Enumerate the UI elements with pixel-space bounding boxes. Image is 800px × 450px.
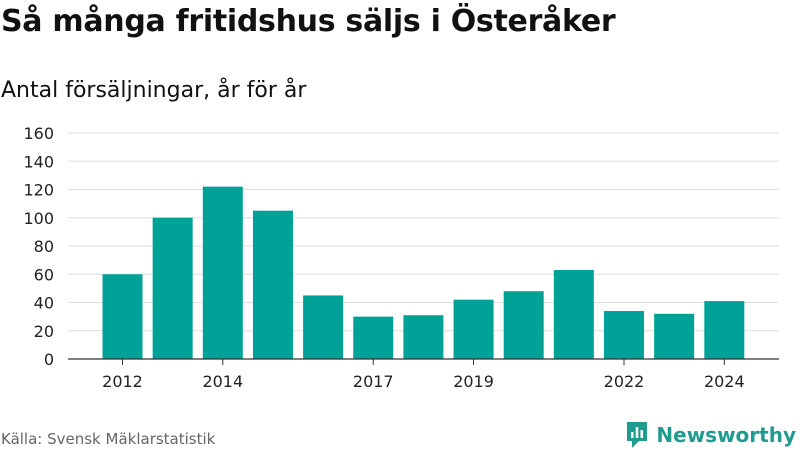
y-tick-label: 20 (34, 322, 54, 341)
newsworthy-logo-icon (627, 422, 648, 448)
x-tick-label: 2022 (604, 372, 645, 391)
y-tick-label: 140 (23, 152, 54, 171)
bar-2016 (303, 295, 344, 359)
bars (102, 186, 745, 359)
x-tick-label: 2024 (704, 372, 745, 391)
bar-2015 (252, 210, 293, 359)
bar-2018 (403, 315, 444, 359)
source-note: Källa: Svensk Mäklarstatistik (1, 430, 216, 448)
brand-logo: Newsworthy (625, 420, 796, 450)
x-tick-label: 2012 (102, 372, 143, 391)
bar-2023 (654, 313, 695, 359)
x-tick-label: 2019 (453, 372, 494, 391)
bar-2012 (102, 274, 143, 359)
y-tick-label: 80 (34, 237, 54, 256)
y-tick-label: 40 (34, 294, 54, 313)
x-tick-label: 2017 (353, 372, 394, 391)
bar-2014 (202, 186, 243, 359)
chart-title: Så många fritidshus säljs i Österåker (1, 4, 616, 39)
y-tick-label: 60 (34, 265, 54, 284)
chart-subtitle: Antal försäljningar, år för år (1, 78, 307, 103)
bar-2021 (553, 270, 594, 359)
x-axis: 2012 2014 2017 2019 2022 2024 (68, 358, 779, 391)
bar-2019 (453, 299, 494, 359)
brand-name: Newsworthy (656, 423, 796, 447)
bar-2024 (704, 301, 745, 359)
bar-2013 (152, 217, 193, 359)
y-tick-label: 0 (44, 350, 54, 369)
bar-2022 (604, 310, 644, 359)
y-axis-tick-labels: 0 20 40 60 80 100 120 140 160 (23, 124, 54, 369)
y-tick-label: 160 (23, 124, 54, 143)
y-tick-label: 100 (23, 209, 54, 228)
bar-2017 (353, 316, 394, 359)
bar-2020 (503, 291, 544, 359)
x-tick-label: 2014 (202, 372, 243, 391)
y-tick-label: 120 (23, 181, 54, 200)
